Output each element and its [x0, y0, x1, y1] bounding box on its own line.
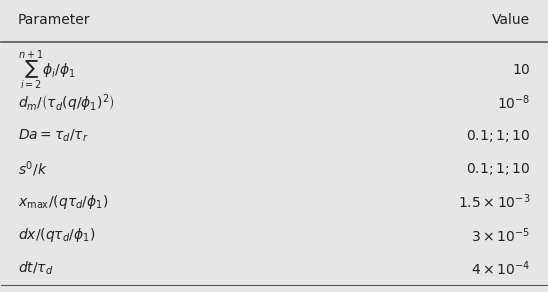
Text: $10$: $10$ [512, 63, 530, 77]
Text: $dt/\tau_d$: $dt/\tau_d$ [18, 260, 53, 277]
Text: $0.1; 1; 10$: $0.1; 1; 10$ [466, 161, 530, 177]
Text: Value: Value [492, 13, 530, 27]
Text: $dx/(q\tau_d/\phi_1)$: $dx/(q\tau_d/\phi_1)$ [18, 226, 95, 244]
Text: $x_{\mathrm{max}}/(q\tau_d/\phi_1)$: $x_{\mathrm{max}}/(q\tau_d/\phi_1)$ [18, 193, 109, 211]
Text: $Da=\tau_d/\tau_r$: $Da=\tau_d/\tau_r$ [18, 128, 88, 144]
Text: Parameter: Parameter [18, 13, 90, 27]
Text: $\sum_{i=2}^{n+1} \phi_i/\phi_1$: $\sum_{i=2}^{n+1} \phi_i/\phi_1$ [18, 48, 75, 92]
Text: $10^{-8}$: $10^{-8}$ [497, 94, 530, 112]
Text: $s^0/k$: $s^0/k$ [18, 159, 47, 179]
Text: $4 \times 10^{-4}$: $4 \times 10^{-4}$ [471, 259, 530, 278]
Text: $d_m/\left(\tau_d(q/\phi_1)^2\right)$: $d_m/\left(\tau_d(q/\phi_1)^2\right)$ [18, 92, 115, 114]
Text: $0.1; 1; 10$: $0.1; 1; 10$ [466, 128, 530, 144]
Text: $3 \times 10^{-5}$: $3 \times 10^{-5}$ [471, 226, 530, 244]
Text: $1.5 \times 10^{-3}$: $1.5 \times 10^{-3}$ [458, 193, 530, 211]
